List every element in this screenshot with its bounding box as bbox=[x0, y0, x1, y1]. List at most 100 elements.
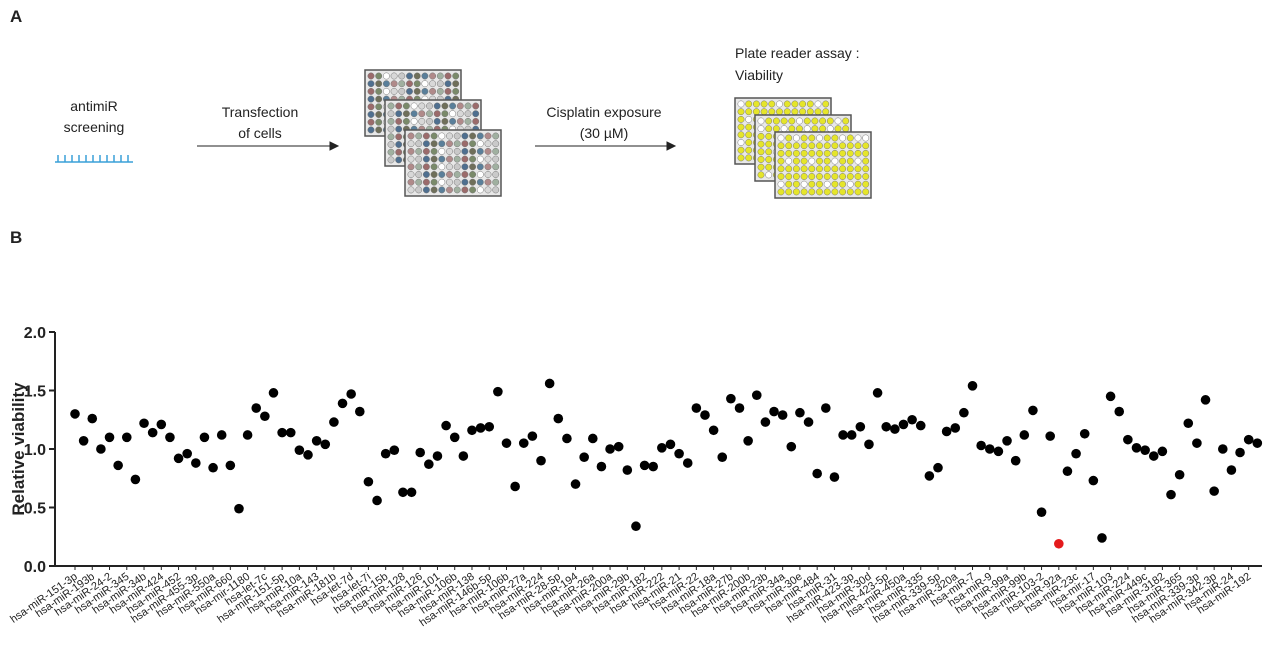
well bbox=[752, 100, 760, 108]
well bbox=[469, 171, 477, 178]
well bbox=[415, 171, 423, 178]
point bbox=[657, 443, 667, 453]
point bbox=[726, 393, 736, 404]
well bbox=[387, 133, 395, 141]
point bbox=[113, 460, 123, 471]
well bbox=[422, 163, 430, 171]
well bbox=[776, 108, 783, 116]
well bbox=[406, 87, 413, 95]
well bbox=[375, 80, 383, 88]
point bbox=[104, 432, 115, 443]
well bbox=[476, 132, 484, 140]
well bbox=[438, 163, 446, 171]
point bbox=[1019, 430, 1030, 440]
well bbox=[446, 186, 453, 194]
well bbox=[382, 72, 390, 80]
y-tick-label: 2.0 bbox=[24, 325, 46, 342]
point bbox=[363, 476, 374, 487]
well bbox=[402, 110, 410, 118]
point bbox=[156, 419, 167, 430]
well bbox=[783, 108, 791, 116]
point bbox=[993, 446, 1004, 457]
well bbox=[846, 134, 854, 142]
well bbox=[387, 141, 395, 148]
well bbox=[757, 156, 765, 163]
well bbox=[469, 163, 477, 171]
well bbox=[745, 108, 753, 116]
well bbox=[430, 186, 438, 194]
well bbox=[777, 134, 785, 142]
point bbox=[562, 433, 572, 444]
well bbox=[484, 140, 492, 148]
point bbox=[1148, 451, 1159, 461]
well bbox=[792, 157, 800, 165]
well bbox=[737, 108, 745, 116]
well bbox=[777, 188, 785, 196]
well bbox=[367, 95, 375, 103]
well bbox=[839, 142, 847, 150]
well bbox=[367, 80, 375, 88]
plot: 0.00.51.01.52.0hsa-miR-151-3phsa-miR-193… bbox=[8, 325, 1263, 629]
point bbox=[1226, 465, 1237, 475]
well bbox=[395, 102, 403, 110]
well bbox=[476, 155, 484, 163]
point bbox=[1140, 445, 1150, 455]
well bbox=[407, 178, 415, 186]
point bbox=[1097, 533, 1107, 543]
well bbox=[367, 118, 375, 126]
point bbox=[1131, 443, 1142, 453]
well bbox=[453, 155, 461, 163]
well bbox=[407, 140, 415, 148]
y-tick-label: 0.5 bbox=[24, 501, 46, 518]
well bbox=[367, 87, 375, 95]
point bbox=[501, 438, 512, 448]
well bbox=[834, 125, 842, 133]
well bbox=[839, 188, 847, 196]
well bbox=[808, 188, 816, 196]
well bbox=[438, 155, 446, 163]
point bbox=[449, 432, 460, 443]
point bbox=[406, 487, 417, 498]
well bbox=[842, 125, 850, 133]
point bbox=[260, 411, 270, 422]
well bbox=[464, 117, 472, 125]
well bbox=[375, 126, 383, 134]
well bbox=[785, 157, 793, 165]
point bbox=[812, 468, 822, 479]
point bbox=[242, 430, 253, 440]
well bbox=[800, 188, 808, 196]
point bbox=[743, 436, 753, 446]
well bbox=[453, 171, 461, 178]
well bbox=[472, 117, 480, 125]
point bbox=[631, 521, 641, 532]
well bbox=[816, 142, 823, 150]
well bbox=[367, 103, 375, 111]
y-tick-label: 0.0 bbox=[24, 559, 46, 576]
well bbox=[430, 132, 438, 140]
well bbox=[469, 155, 477, 163]
point bbox=[380, 448, 391, 459]
well bbox=[484, 147, 492, 155]
point bbox=[475, 423, 486, 433]
well bbox=[765, 117, 773, 125]
point bbox=[950, 423, 961, 433]
well bbox=[822, 100, 830, 108]
well bbox=[484, 132, 492, 140]
well bbox=[484, 163, 492, 171]
point bbox=[1252, 438, 1263, 448]
point bbox=[1010, 455, 1021, 466]
step-text: Cisplatin exposure bbox=[546, 104, 661, 120]
point bbox=[1045, 431, 1055, 441]
well bbox=[800, 165, 808, 173]
well bbox=[456, 102, 464, 110]
well bbox=[785, 134, 793, 142]
well bbox=[823, 165, 831, 173]
well bbox=[476, 171, 484, 178]
well bbox=[745, 100, 753, 108]
well bbox=[785, 173, 793, 180]
well bbox=[415, 147, 423, 155]
point bbox=[769, 406, 779, 417]
well bbox=[846, 173, 854, 180]
point bbox=[389, 445, 400, 455]
well bbox=[785, 149, 793, 157]
